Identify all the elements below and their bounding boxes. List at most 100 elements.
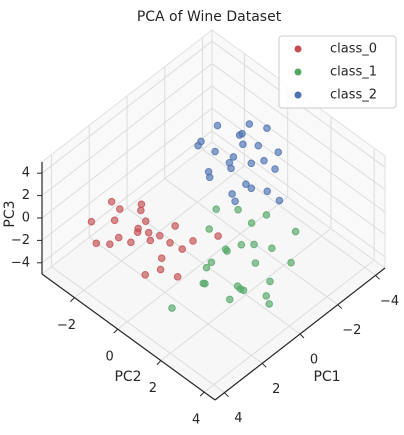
y-tick [113,328,119,334]
point [223,247,231,255]
point [229,153,238,161]
point [92,239,101,248]
z-tick-label: 4 [22,166,30,181]
legend-marker [294,45,302,53]
x-axis-title: PC1 [313,369,340,385]
x-tick-label: 2 [272,382,280,397]
grid-line [88,236,263,364]
grid-line [41,40,213,174]
grid-line [164,178,339,306]
point [144,228,153,237]
grid-line [203,259,375,393]
point [211,147,219,156]
point [156,265,165,274]
point [205,173,214,182]
legend-label: class_2 [330,88,377,103]
x-tick-label: 4 [234,411,242,426]
z-axis-title: PC3 [2,200,18,227]
point [263,124,271,132]
grid-line [211,63,386,191]
point [238,129,246,138]
z-tick-label: 0 [22,211,30,226]
point [87,217,96,226]
point [141,271,150,279]
x-tick-label: 0 [310,353,318,368]
point [251,259,260,267]
grid-line [160,228,332,362]
point [155,231,164,240]
z-tick-label: 2 [22,188,30,203]
point [107,197,116,206]
legend-marker [294,91,302,99]
point [287,258,295,267]
point [265,300,274,308]
point [242,180,250,188]
y-tick [199,391,205,397]
grid-line [41,85,213,219]
point [106,240,114,249]
z-tick-label: −2 [11,233,30,248]
point [291,227,300,236]
y-tick-label: 4 [192,413,200,428]
grid-line [211,85,386,213]
legend-label: class_0 [330,42,377,57]
point [115,205,124,213]
point [260,156,268,165]
point [127,238,135,247]
point [194,141,202,150]
point [171,222,179,230]
point [266,277,274,286]
point [225,295,234,304]
y-tick-label: 0 [106,350,114,365]
point [254,141,263,150]
y-tick-label: −2 [57,318,76,333]
point [271,165,279,173]
grid-line [211,130,386,258]
legend-label: class_1 [330,65,377,80]
legend-box [278,35,397,109]
point [178,245,187,253]
legend-marker [294,68,302,76]
grid-line [74,165,245,299]
point [268,244,276,253]
point [114,233,123,242]
point [274,148,283,156]
point [212,205,221,214]
point [275,196,284,205]
chart-title: PCA of Wine Dataset [137,9,282,25]
point [247,159,256,168]
y-tick-label: 2 [149,381,157,396]
grid-line [41,108,213,241]
grid-line [51,266,225,394]
point [250,240,258,249]
x-tick-label: −4 [380,294,399,309]
point [207,258,216,267]
point [263,187,272,196]
grid-line [117,196,288,330]
point [202,263,211,272]
x-tick [337,304,343,310]
point [233,282,242,290]
axis-line [214,267,386,401]
point [141,217,150,226]
point [110,216,119,225]
point [168,304,176,312]
point [239,286,248,295]
z-tick-label: −4 [11,255,30,270]
point [134,224,142,233]
point [157,254,166,262]
point [262,211,271,219]
y-tick [70,297,75,302]
x-tick [224,392,229,398]
point [245,120,254,128]
point [262,292,271,300]
point [231,197,239,206]
point [213,121,222,130]
point [228,190,236,198]
point [247,219,256,227]
point [137,206,145,215]
x-tick-label: −2 [342,323,361,338]
point [146,236,155,245]
grid-line [41,130,213,264]
